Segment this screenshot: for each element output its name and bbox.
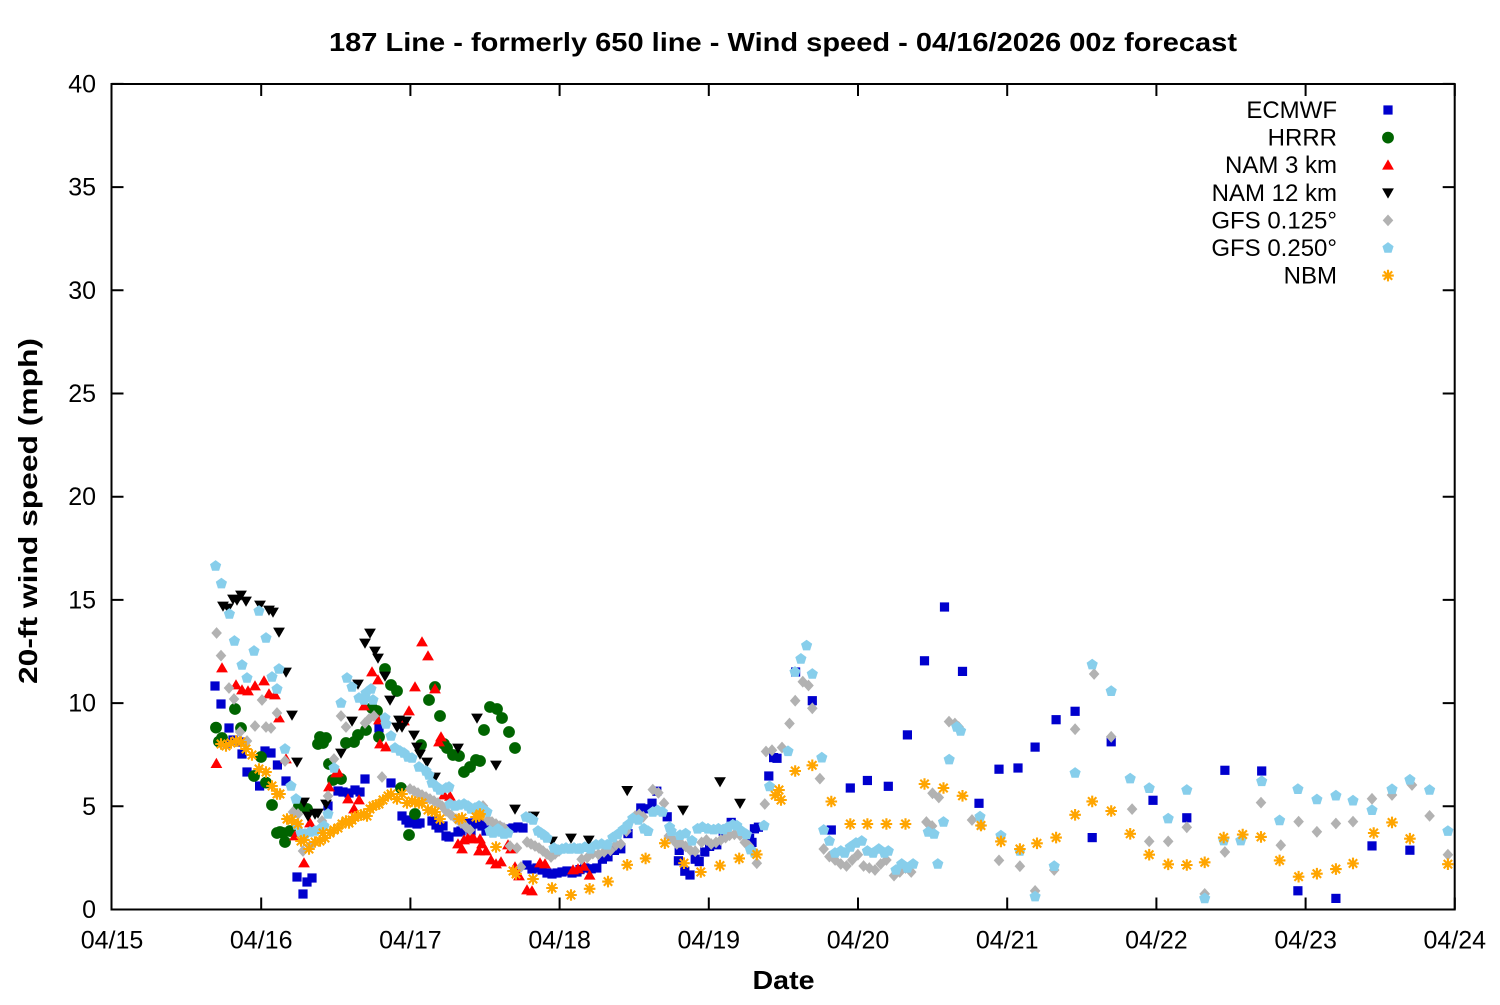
svg-text:04/23: 04/23: [1274, 927, 1337, 955]
svg-text:15: 15: [68, 586, 96, 614]
svg-text:35: 35: [68, 174, 96, 202]
svg-text:GFS 0.125°: GFS 0.125°: [1211, 207, 1337, 234]
svg-text:40: 40: [68, 70, 96, 98]
svg-text:Date: Date: [753, 965, 815, 995]
svg-text:04/18: 04/18: [528, 927, 591, 955]
svg-text:NAM 3 km: NAM 3 km: [1225, 152, 1337, 179]
svg-text:04/17: 04/17: [379, 927, 442, 955]
svg-text:0: 0: [82, 896, 96, 924]
svg-text:04/16: 04/16: [230, 927, 293, 955]
svg-text:25: 25: [68, 380, 96, 408]
svg-text:04/20: 04/20: [827, 927, 890, 955]
svg-text:04/22: 04/22: [1125, 927, 1188, 955]
svg-text:ECMWF: ECMWF: [1246, 97, 1337, 124]
svg-text:187 Line - formerly 650 line -: 187 Line - formerly 650 line - Wind spee…: [329, 27, 1237, 57]
svg-text:HRRR: HRRR: [1268, 125, 1337, 152]
svg-text:04/21: 04/21: [976, 927, 1039, 955]
svg-text:04/19: 04/19: [678, 927, 741, 955]
svg-text:30: 30: [68, 277, 96, 305]
svg-text:NAM 12 km: NAM 12 km: [1212, 180, 1337, 207]
svg-text:NBM: NBM: [1284, 263, 1337, 290]
svg-text:GFS 0.250°: GFS 0.250°: [1211, 235, 1337, 262]
svg-text:20-ft wind speed (mph): 20-ft wind speed (mph): [13, 338, 43, 684]
svg-text:20: 20: [68, 483, 96, 511]
svg-text:04/24: 04/24: [1424, 927, 1487, 955]
svg-text:5: 5: [82, 793, 96, 821]
svg-text:04/15: 04/15: [81, 927, 144, 955]
svg-text:10: 10: [68, 690, 96, 718]
